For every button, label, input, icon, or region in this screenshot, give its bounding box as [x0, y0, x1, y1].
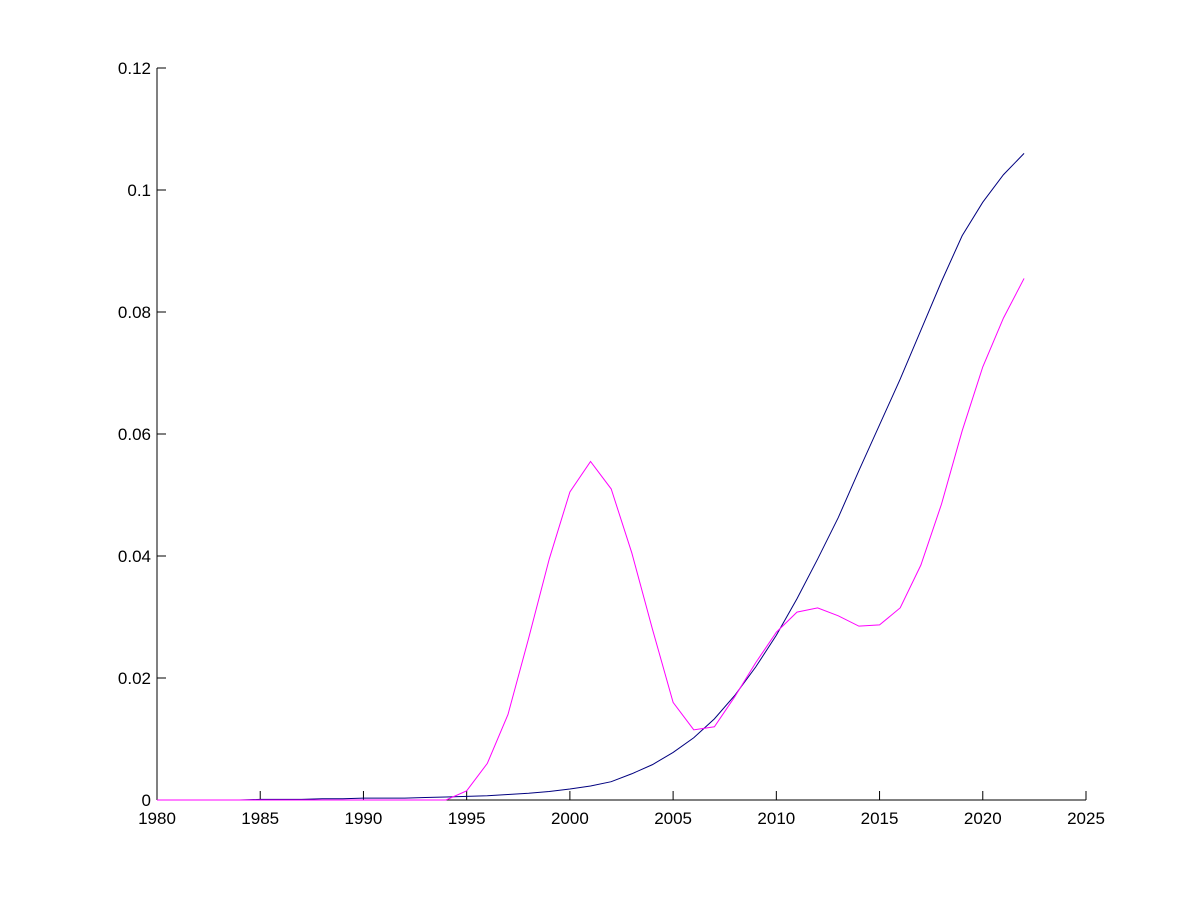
- x-tick-label: 1980: [138, 809, 176, 828]
- x-tick-label: 2000: [551, 809, 589, 828]
- x-tick-label: 2020: [964, 809, 1002, 828]
- line-series: [157, 153, 1025, 801]
- line-series: [157, 278, 1025, 801]
- y-tick-label: 0.1: [127, 181, 151, 200]
- y-tick-label: 0.02: [118, 669, 151, 688]
- x-tick-label: 1990: [345, 809, 383, 828]
- x-tick-label: 2005: [654, 809, 692, 828]
- y-tick-label: 0.12: [118, 59, 151, 78]
- x-tick-label: 2010: [757, 809, 795, 828]
- y-tick-label: 0.04: [118, 547, 151, 566]
- x-tick-label: 1985: [241, 809, 279, 828]
- x-tick-label: 1995: [448, 809, 486, 828]
- x-tick-label: 2015: [861, 809, 899, 828]
- y-tick-label: 0.06: [118, 425, 151, 444]
- y-tick-label: 0: [142, 791, 151, 810]
- y-tick-label: 0.08: [118, 303, 151, 322]
- x-tick-label: 2025: [1067, 809, 1105, 828]
